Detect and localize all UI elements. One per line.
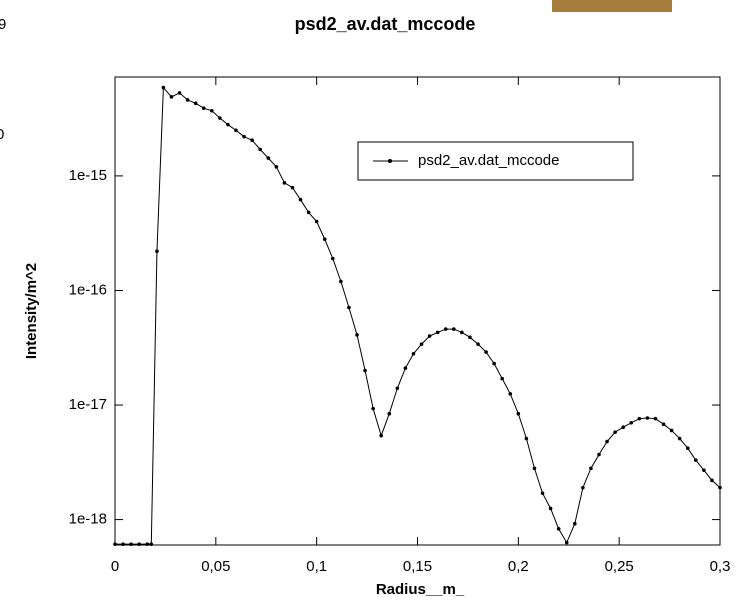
data-point xyxy=(274,165,279,169)
x-tick-label: 0,3 xyxy=(710,558,731,575)
data-point xyxy=(718,485,722,490)
legend-label: psd2_av.dat_mccode xyxy=(418,152,559,169)
data-point xyxy=(645,416,650,420)
data-point xyxy=(121,542,125,546)
data-point xyxy=(218,116,222,120)
data-point xyxy=(548,506,553,511)
x-axis-label: Radius__m_ xyxy=(376,581,465,598)
data-point xyxy=(290,185,295,190)
data-point xyxy=(266,156,271,160)
data-point xyxy=(677,436,682,441)
data-point xyxy=(113,542,117,546)
data-point xyxy=(452,327,456,331)
data-point xyxy=(226,122,230,127)
data-point xyxy=(685,446,690,450)
data-point xyxy=(363,368,367,373)
data-point xyxy=(556,527,561,531)
data-point xyxy=(661,422,666,427)
data-point xyxy=(492,361,496,366)
edge-fragment: 9 xyxy=(0,16,6,33)
x-tick-label: 0,05 xyxy=(201,558,230,575)
data-point xyxy=(411,351,416,356)
data-point xyxy=(524,436,529,441)
data-point xyxy=(155,249,159,254)
data-point xyxy=(161,85,166,90)
data-point xyxy=(637,416,642,421)
data-point xyxy=(177,91,182,95)
y-tick-label: 1e-17 xyxy=(69,396,107,413)
data-point xyxy=(185,98,190,102)
data-point xyxy=(476,342,480,346)
window-fragment xyxy=(552,0,672,12)
data-point xyxy=(145,542,150,546)
data-point xyxy=(443,327,448,331)
data-point xyxy=(702,468,706,472)
data-point xyxy=(339,279,343,284)
data-point xyxy=(516,411,521,416)
legend-marker xyxy=(388,159,392,163)
data-point xyxy=(589,466,593,471)
data-point xyxy=(298,197,303,202)
data-point xyxy=(387,411,392,416)
data-point xyxy=(669,428,674,433)
data-point xyxy=(532,466,537,471)
data-point xyxy=(306,210,311,215)
data-point xyxy=(322,237,327,242)
data-point xyxy=(621,425,625,430)
data-point xyxy=(210,109,214,113)
y-tick-label: 1e-18 xyxy=(69,511,107,528)
data-point xyxy=(500,376,505,381)
x-tick-label: 0,25 xyxy=(605,558,634,575)
x-tick-label: 0,1 xyxy=(306,558,327,575)
data-point xyxy=(508,392,513,396)
chart-title: psd2_av.dat_mccode xyxy=(295,14,476,34)
x-tick-label: 0,15 xyxy=(403,558,432,575)
data-point xyxy=(460,330,464,335)
data-point xyxy=(347,305,351,310)
data-point xyxy=(419,342,424,346)
data-point xyxy=(581,485,585,490)
edge-fragment: 0 xyxy=(0,126,4,143)
data-point xyxy=(258,147,263,152)
data-point xyxy=(355,333,359,337)
data-point xyxy=(573,521,577,526)
data-point xyxy=(379,433,384,438)
data-point xyxy=(129,542,133,546)
data-point xyxy=(242,134,246,139)
x-tick-label: 0,2 xyxy=(508,558,529,575)
data-point xyxy=(331,256,335,261)
data-point xyxy=(694,458,698,462)
data-point xyxy=(605,439,609,444)
data-point xyxy=(169,95,174,99)
data-point xyxy=(468,335,472,340)
data-point xyxy=(564,540,569,545)
data-point xyxy=(710,478,714,483)
data-point xyxy=(371,406,375,411)
data-point xyxy=(427,334,432,338)
y-tick-label: 1e-16 xyxy=(69,281,107,298)
data-point xyxy=(653,416,658,421)
data-point xyxy=(629,420,634,425)
data-point xyxy=(484,350,488,354)
data-point xyxy=(250,138,254,142)
y-axis-label: Intensity/m^2 xyxy=(23,263,40,359)
data-point xyxy=(435,330,440,335)
data-point xyxy=(597,452,601,457)
data-point xyxy=(613,430,617,434)
data-point xyxy=(314,219,319,224)
data-point xyxy=(395,386,400,391)
data-point xyxy=(403,366,408,370)
data-point xyxy=(540,491,545,495)
data-point xyxy=(201,106,206,110)
data-point xyxy=(193,101,198,106)
y-tick-label: 1e-15 xyxy=(69,167,107,184)
data-point xyxy=(282,181,287,185)
x-tick-label: 0 xyxy=(111,558,119,575)
data-point xyxy=(234,128,238,133)
data-point xyxy=(149,542,154,546)
data-point xyxy=(137,542,141,546)
